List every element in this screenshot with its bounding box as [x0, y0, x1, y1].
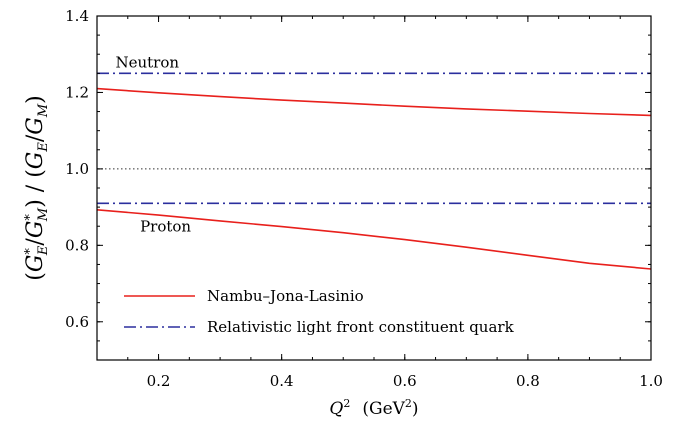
- y-title-slash1: /: [23, 238, 48, 246]
- x-tick-label: 0.6: [393, 372, 417, 390]
- y-axis-title: (G*E/G*M) / (GE/GM): [23, 95, 51, 281]
- x-tick-label: 0.4: [270, 372, 294, 390]
- x-axis-title-q-sup: 2: [343, 397, 350, 410]
- y-title-ge2: G: [23, 152, 48, 170]
- plot-frame: [96, 15, 652, 361]
- legend-label-light-front: Relativistic light front constituent qua…: [207, 318, 515, 336]
- y-title-close1: ): [23, 199, 48, 208]
- series-0-curve-0: [96, 87, 652, 117]
- legend-label-njl: Nambu–Jona-Lasinio: [207, 287, 364, 305]
- series-lines: [96, 72, 652, 270]
- y-tick-label: 0.6: [65, 313, 89, 331]
- series-0-curve-1: [96, 209, 652, 270]
- x-axis-title-unit-close: ): [412, 399, 419, 419]
- x-axis-title-unit-open: (GeV: [362, 399, 405, 419]
- x-tick-label: 1.0: [639, 372, 663, 390]
- y-title-gm2-sub: M: [36, 103, 51, 118]
- y-tick-label: 0.8: [65, 236, 89, 254]
- y-title-gm: G: [23, 221, 48, 239]
- y-title-gm-sup: *: [23, 214, 38, 221]
- y-title-open1: (: [23, 272, 48, 281]
- x-tick-label: 0.2: [147, 372, 171, 390]
- y-title-ge-sub: E: [36, 245, 51, 256]
- x-axis-title-unit-sup: 2: [405, 397, 412, 410]
- y-title-close2: ): [23, 95, 48, 104]
- y-title-gm-sub: M: [36, 207, 51, 222]
- x-tick-label: 0.8: [516, 372, 540, 390]
- x-axis-title-q: Q: [329, 399, 343, 419]
- axis-ticks: 0.2 0.4 0.6 0.8 1.0 0.6 0.8 1.0 1.2 1.4: [65, 7, 663, 390]
- y-title-ge: G: [23, 255, 48, 273]
- y-tick-label: 1.2: [65, 83, 89, 101]
- annotation-neutron: Neutron: [115, 54, 179, 72]
- x-axis-title: Q2 (GeV2): [329, 397, 418, 419]
- y-title-ge-sup: *: [23, 248, 38, 255]
- y-title-ge2-sub: E: [36, 142, 51, 153]
- annotation-proton: Proton: [140, 218, 191, 236]
- y-title-slash2: /: [23, 134, 48, 142]
- y-tick-label: 1.0: [65, 160, 89, 178]
- y-title-middle: / (: [23, 169, 48, 199]
- y-tick-label: 1.4: [65, 7, 89, 25]
- legend: Nambu–Jona-Lasinio Relativistic light fr…: [124, 287, 515, 336]
- y-title-gm2: G: [23, 117, 48, 135]
